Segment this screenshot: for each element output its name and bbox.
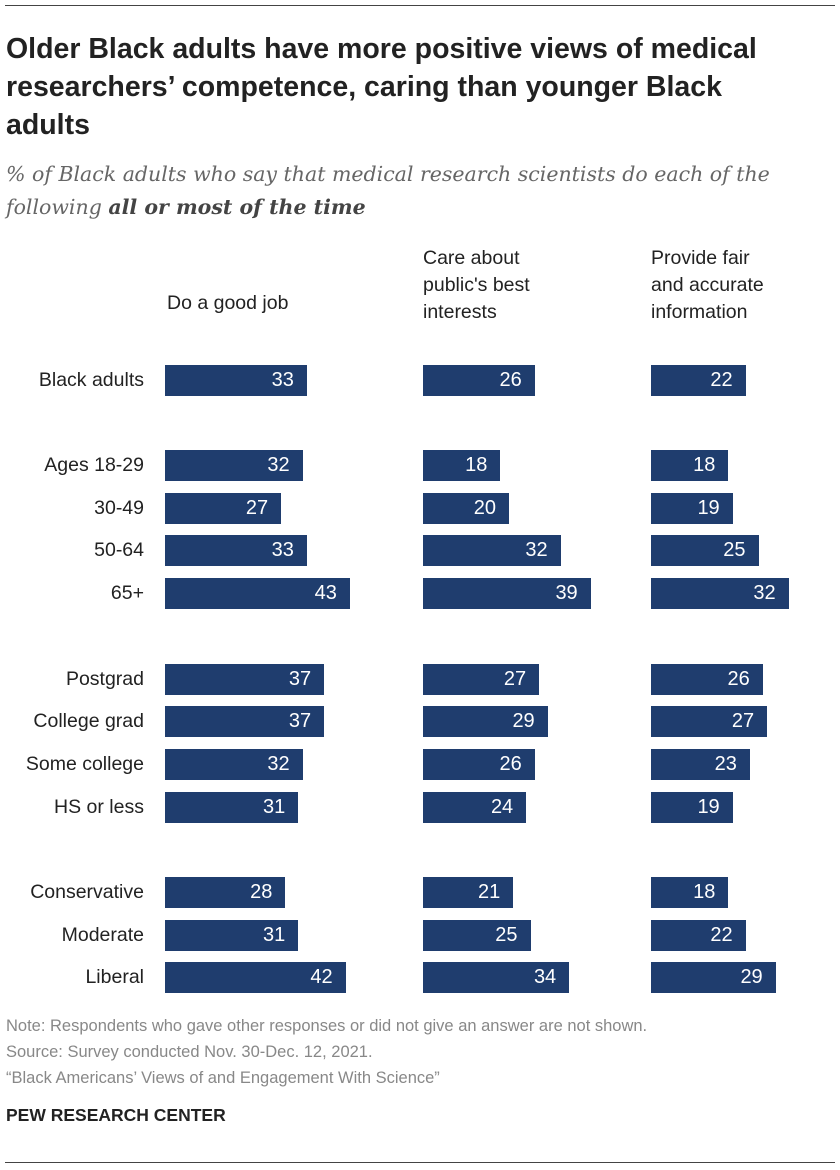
column-header: Care about public's best interests	[423, 247, 530, 323]
bar: 22	[651, 365, 746, 396]
category-label: Conservative	[30, 881, 144, 903]
bar: 32	[165, 450, 303, 481]
bar: 18	[651, 450, 729, 481]
category-label: Moderate	[61, 924, 144, 946]
note: Note: Respondents who gave other respons…	[6, 1017, 648, 1035]
bar: 33	[165, 535, 307, 566]
bar: 32	[165, 749, 303, 780]
bar: 25	[651, 535, 759, 566]
value-label: 27	[245, 497, 269, 519]
category-label: 50-64	[94, 539, 144, 561]
value-label: 26	[499, 369, 522, 391]
bar: 32	[423, 535, 561, 566]
source: Source: Survey conducted Nov. 30-Dec. 12…	[6, 1043, 373, 1061]
value-label: 19	[697, 796, 720, 818]
value-label: 32	[525, 539, 548, 561]
value-label: 24	[490, 796, 514, 818]
value-label: 18	[693, 881, 716, 903]
bottom-rule	[5, 1162, 835, 1163]
bar: 24	[423, 792, 527, 823]
value-label: 43	[314, 582, 337, 604]
bar: 39	[423, 578, 591, 609]
bar: 42	[165, 962, 346, 993]
category-label: Some college	[25, 753, 144, 775]
category-label: 30-49	[94, 497, 144, 519]
category-label: 65+	[110, 582, 144, 604]
value-label: 32	[753, 582, 776, 604]
category-label: Black adults	[38, 369, 144, 391]
value-label: 37	[288, 710, 312, 732]
bar: 37	[165, 664, 325, 695]
bar: 26	[651, 664, 763, 695]
value-label: 28	[250, 881, 273, 903]
category-label: Ages 18-29	[44, 454, 144, 476]
bar: 23	[651, 749, 750, 780]
bar: 32	[651, 578, 789, 609]
bar: 29	[423, 706, 548, 737]
bar: 31	[165, 792, 299, 823]
brand-logo-text: PEW RESEARCH CENTER	[6, 1105, 226, 1125]
bar: 18	[651, 877, 729, 908]
category-label: College grad	[33, 710, 144, 732]
value-label: 26	[727, 668, 750, 690]
bar: 27	[165, 493, 282, 524]
value-label: 32	[267, 454, 290, 476]
value-label: 29	[512, 710, 535, 732]
value-label: 18	[465, 454, 488, 476]
bar: 37	[165, 706, 325, 737]
value-label: 33	[271, 369, 294, 391]
value-label: 20	[473, 497, 496, 519]
subtitle-emphasis: all or most of the time	[108, 195, 366, 219]
bar: 25	[423, 920, 531, 951]
bar: 27	[423, 664, 540, 695]
value-label: 27	[503, 668, 527, 690]
chart-title: Older Black adults have more positive vi…	[6, 33, 757, 141]
report-title: “Black Americans’ Views of and Engagemen…	[6, 1069, 440, 1087]
value-label: 37	[288, 668, 312, 690]
value-label: 34	[533, 966, 557, 988]
bar: 20	[423, 493, 509, 524]
bar: 22	[651, 920, 746, 951]
value-label: 31	[263, 796, 286, 818]
value-label: 33	[271, 539, 294, 561]
value-label: 29	[740, 966, 763, 988]
column-header: Do a good job	[167, 292, 289, 314]
bar: 29	[651, 962, 776, 993]
top-rule	[5, 5, 835, 6]
bar: 19	[651, 493, 733, 524]
value-label: 32	[267, 753, 290, 775]
subtitle-text: % of Black adults who say that medical r…	[6, 162, 770, 219]
value-label: 25	[723, 539, 746, 561]
value-label: 39	[555, 582, 578, 604]
value-label: 22	[710, 369, 733, 391]
chart-subtitle: % of Black adults who say that medical r…	[6, 158, 826, 224]
value-label: 21	[478, 881, 501, 903]
value-label: 19	[697, 497, 720, 519]
value-label: 25	[495, 924, 518, 946]
category-label: Postgrad	[65, 668, 144, 690]
value-label: 31	[263, 924, 286, 946]
value-label: 18	[693, 454, 716, 476]
value-label: 26	[499, 753, 522, 775]
bar: 26	[423, 749, 535, 780]
bar: 18	[423, 450, 501, 481]
bar: 33	[165, 365, 307, 396]
bar: 43	[165, 578, 350, 609]
column-header: Provide fair and accurate information	[651, 247, 764, 323]
bar: 27	[651, 706, 768, 737]
bar: 31	[165, 920, 299, 951]
category-label: HS or less	[54, 796, 144, 818]
value-label: 27	[731, 710, 755, 732]
category-label: Liberal	[85, 966, 144, 988]
bar: 26	[423, 365, 535, 396]
value-label: 42	[310, 966, 333, 988]
bar: 21	[423, 877, 514, 908]
bar: 34	[423, 962, 570, 993]
bar: 19	[651, 792, 733, 823]
bar: 28	[165, 877, 286, 908]
value-label: 23	[714, 753, 737, 775]
value-label: 22	[710, 924, 733, 946]
